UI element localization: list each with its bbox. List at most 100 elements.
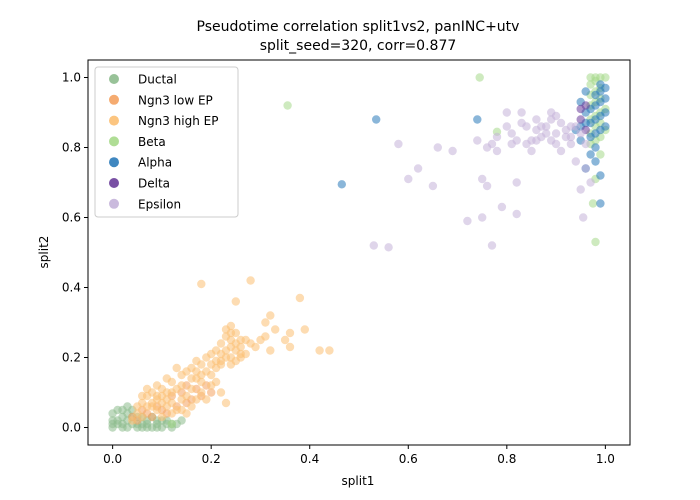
point-ngn3-high-ep-33	[266, 311, 275, 320]
x-axis-ticks: 0.0 0.2 0.4 0.6 0.8 1.0	[103, 445, 615, 466]
point-epsilon-6	[433, 143, 442, 152]
point-ngn3-high-ep-52	[187, 384, 196, 394]
point-ngn3-high-ep-82	[147, 402, 157, 411]
point-epsilon-43	[586, 178, 595, 187]
point-ductal-27	[108, 409, 117, 418]
point-epsilon-15	[512, 178, 521, 187]
legend-label-ngn3-low-ep: Ngn3 low EP	[138, 93, 213, 107]
x-tick-label-5: 1.0	[596, 452, 615, 466]
y-tick-label-2: 0.4	[62, 281, 81, 295]
point-epsilon-20	[507, 129, 516, 138]
point-ngn3-high-ep-89	[236, 353, 245, 362]
point-epsilon-12	[487, 241, 497, 250]
point-ngn3-low-ep-15	[207, 388, 216, 397]
point-ngn3-high-ep-67	[128, 416, 137, 425]
point-alpha-5	[591, 143, 600, 152]
point-ductal-23	[177, 416, 186, 425]
point-beta-28	[588, 199, 598, 208]
y-tick-label-4: 0.8	[62, 141, 81, 155]
point-epsilon-1	[384, 243, 393, 252]
point-delta-2	[576, 115, 585, 124]
point-epsilon-37	[551, 139, 561, 149]
point-epsilon-7	[448, 146, 457, 156]
legend-label-alpha: Alpha	[138, 156, 172, 170]
point-ngn3-high-ep-36	[285, 328, 295, 338]
point-ngn3-low-ep-2	[147, 412, 157, 422]
point-alpha-12	[591, 90, 600, 100]
legend-label-delta: Delta	[138, 177, 170, 191]
legend-marker-epsilon	[109, 198, 119, 209]
point-ngn3-high-ep-6	[216, 339, 226, 348]
point-ngn3-high-ep-56	[216, 388, 226, 397]
legend-label-beta: Beta	[138, 135, 166, 149]
point-ductal-37	[152, 423, 162, 432]
point-ngn3-high-ep-35	[271, 325, 280, 334]
point-ngn3-high-ep-95	[187, 402, 196, 411]
point-ngn3-high-ep-94	[192, 395, 201, 404]
x-tick-label-2: 0.4	[300, 452, 319, 466]
point-epsilon-9	[478, 213, 487, 222]
point-alpha-1	[337, 180, 346, 189]
point-ngn3-high-ep-41	[266, 346, 275, 355]
point-ngn3-high-ep-2	[226, 321, 236, 331]
point-ngn3-high-ep-101	[152, 395, 162, 404]
point-epsilon-16	[473, 136, 482, 145]
point-alpha-6	[586, 150, 595, 159]
point-epsilon-39	[566, 139, 576, 149]
point-ngn3-high-ep-26	[152, 381, 162, 390]
point-epsilon-14	[512, 209, 521, 219]
point-ngn3-high-ep-92	[207, 381, 216, 390]
point-epsilon-52	[547, 108, 556, 117]
x-tick-label-1: 0.2	[202, 452, 221, 466]
point-ductal-39	[108, 419, 117, 429]
point-ngn3-high-ep-93	[197, 388, 206, 397]
point-epsilon-40	[571, 157, 580, 166]
legend-label-ngn3-high-ep: Ngn3 high EP	[138, 114, 218, 128]
legend-frame	[94, 66, 239, 218]
point-alpha-3	[596, 171, 605, 180]
legend-marker-ductal	[109, 74, 119, 84]
x-tick-label-3: 0.6	[399, 452, 418, 466]
point-ngn3-high-ep-86	[221, 346, 231, 355]
point-epsilon-11	[482, 181, 492, 191]
point-ngn3-high-ep-83	[226, 328, 236, 338]
point-ngn3-high-ep-70	[226, 335, 236, 345]
legend-marker-delta	[109, 178, 119, 188]
legend-marker-ngn3-high-ep	[109, 115, 119, 126]
point-epsilon-4	[413, 164, 423, 173]
point-beta-26	[596, 150, 605, 159]
point-ngn3-high-ep-37	[300, 325, 309, 334]
point-ngn3-high-ep-30	[246, 276, 255, 285]
point-epsilon-33	[532, 115, 541, 124]
point-epsilon-38	[556, 146, 566, 156]
point-epsilon-50	[566, 122, 576, 131]
x-axis-label: split1	[342, 474, 375, 488]
point-delta-1	[581, 101, 590, 110]
point-epsilon-44	[579, 213, 588, 222]
point-ngn3-high-ep-103	[138, 391, 147, 401]
y-tick-label-1: 0.2	[62, 351, 81, 365]
point-epsilon-3	[404, 174, 413, 184]
point-epsilon-29	[556, 118, 566, 128]
point-epsilon-57	[487, 139, 497, 149]
point-epsilon-53	[532, 136, 541, 145]
point-epsilon-18	[492, 132, 502, 142]
point-ngn3-high-ep-38	[280, 335, 290, 345]
point-epsilon-45	[502, 108, 511, 117]
point-epsilon-46	[517, 108, 526, 117]
point-ngn3-high-ep-84	[236, 342, 245, 352]
point-ngn3-high-ep-75	[187, 374, 196, 383]
point-epsilon-47	[537, 122, 546, 131]
point-alpha-24	[586, 132, 595, 142]
legend-marker-ngn3-low-ep	[109, 94, 119, 105]
point-epsilon-34	[522, 139, 531, 149]
point-ngn3-high-ep-74	[192, 367, 201, 376]
point-epsilon-28	[551, 129, 561, 138]
chart-title-line2: split_seed=320, corr=0.877	[260, 38, 457, 54]
point-epsilon-2	[394, 139, 403, 149]
point-epsilon-8	[463, 216, 472, 226]
point-epsilon-5	[428, 181, 438, 191]
point-alpha-2	[473, 115, 482, 124]
point-alpha-4	[596, 199, 605, 208]
